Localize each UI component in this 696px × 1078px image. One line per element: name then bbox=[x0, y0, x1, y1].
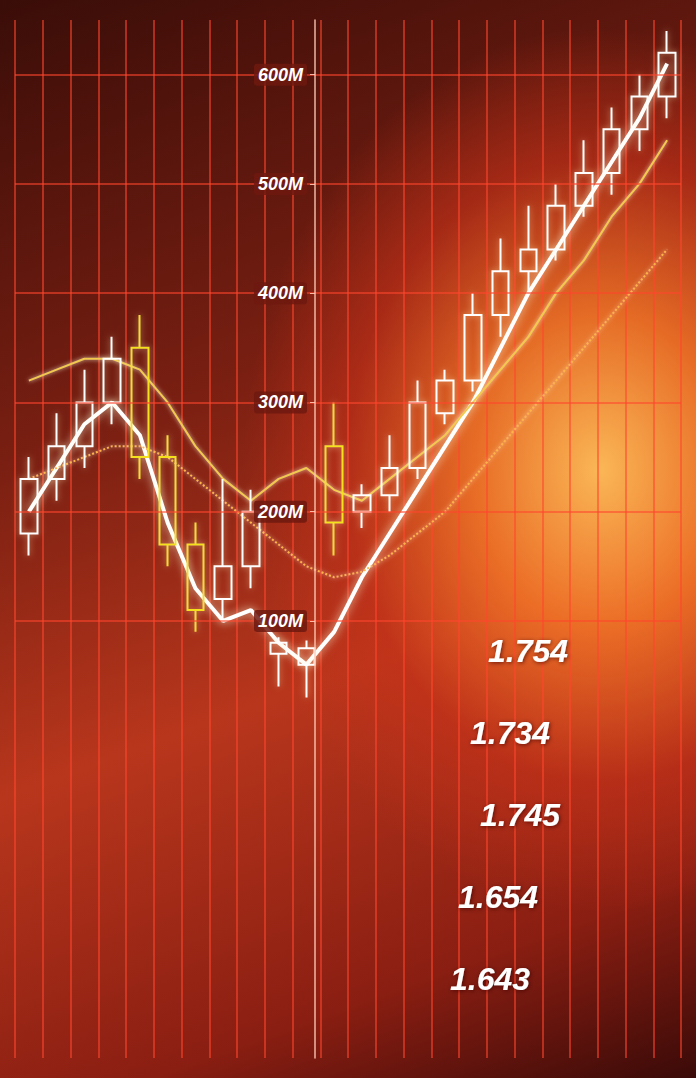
svg-text:1.734: 1.734 bbox=[470, 715, 550, 751]
svg-text:1.754: 1.754 bbox=[488, 633, 568, 669]
svg-text:1.654: 1.654 bbox=[458, 879, 538, 915]
svg-text:1.745: 1.745 bbox=[480, 797, 561, 833]
svg-text:300M: 300M bbox=[258, 392, 304, 412]
svg-text:600M: 600M bbox=[258, 65, 304, 85]
svg-text:400M: 400M bbox=[257, 283, 304, 303]
svg-text:500M: 500M bbox=[258, 174, 304, 194]
svg-text:100M: 100M bbox=[258, 611, 304, 631]
svg-text:200M: 200M bbox=[257, 502, 304, 522]
svg-text:1.643: 1.643 bbox=[450, 961, 530, 997]
